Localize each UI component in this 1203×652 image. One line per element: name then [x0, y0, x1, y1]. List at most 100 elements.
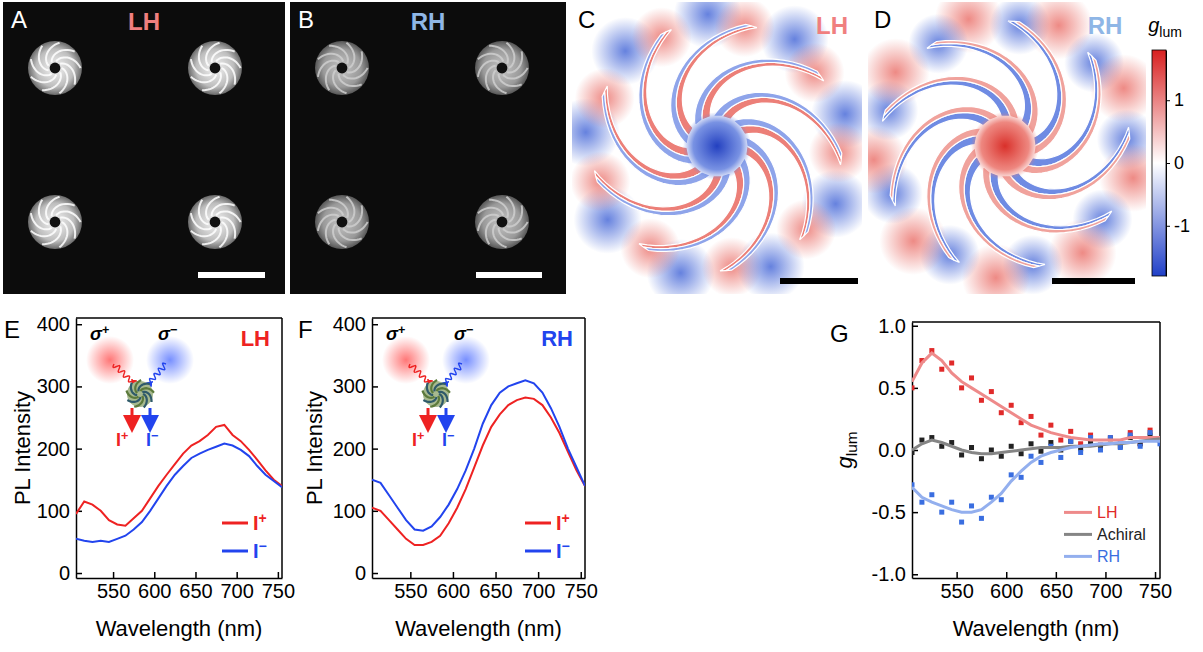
sem-arm: [206, 43, 219, 66]
text-script: lum: [1159, 24, 1182, 40]
map-core: [683, 112, 751, 180]
chart: 550600650700750-1.0-0.50.00.51.0Waveleng…: [830, 315, 1172, 641]
plot-area: [76, 425, 282, 542]
sem-arm: [493, 70, 506, 93]
text-script: −: [259, 538, 267, 554]
x-tick-mark: [113, 572, 115, 578]
y-tick: 300: [333, 375, 378, 397]
sem-disc: [188, 41, 242, 95]
text-script: +: [417, 429, 424, 443]
y-tick-mark: [912, 574, 918, 576]
sem-core: [50, 217, 61, 228]
sem-arm: [318, 54, 343, 62]
data-point: [1029, 441, 1034, 446]
series-line: [76, 444, 282, 542]
inset-structure: [423, 381, 449, 407]
x-axis-title: Wavelength (nm): [395, 616, 562, 641]
inset-structure-arm: [438, 392, 447, 402]
x-tick-mark: [538, 572, 540, 578]
chart-title: LH: [241, 326, 270, 351]
sem-arm: [220, 63, 235, 84]
y-axis-title: PL Intensity: [10, 391, 35, 505]
data-point: [1009, 444, 1014, 449]
y-tick: 100: [333, 500, 378, 522]
frame: [912, 321, 1160, 323]
plot-area: [912, 348, 1160, 524]
panel-letter: C: [578, 6, 595, 33]
data-point: [1118, 445, 1123, 450]
sem-core: [337, 63, 348, 74]
y-tick: 300: [37, 375, 82, 397]
sem-core: [50, 63, 61, 74]
series-points: [912, 348, 1160, 447]
y-tick-label: 0.0: [878, 439, 906, 461]
data-point: [929, 492, 934, 497]
inset-structure: [127, 381, 153, 407]
x-tick: 600: [990, 572, 1023, 602]
panel-title: LH: [128, 8, 160, 35]
sem-arm: [318, 61, 339, 77]
data-point: [999, 454, 1004, 459]
data-point: [1009, 472, 1014, 477]
x-tick-label: 750: [262, 580, 295, 602]
sem-arm: [46, 43, 59, 66]
sem-arm: [347, 51, 362, 72]
y-tick: -0.5: [872, 501, 918, 523]
y-tick-mark: [76, 324, 82, 326]
frame: [1159, 322, 1161, 578]
inset-arrow: [445, 408, 448, 424]
x-axis-line: [913, 578, 1161, 580]
panel-letter: D: [874, 6, 891, 33]
data-point: [1058, 455, 1063, 460]
x-tick-mark: [154, 572, 156, 578]
data-point: [1048, 423, 1053, 428]
x-tick: 650: [479, 572, 512, 602]
image-background: [290, 2, 566, 294]
y-axis-title: glum: [832, 431, 860, 468]
text-main: g: [832, 456, 857, 469]
x-tick-label: 700: [522, 580, 555, 602]
map-core: [971, 112, 1039, 180]
data-point: [1029, 454, 1034, 459]
x-tick-mark: [1155, 572, 1157, 578]
plot-area: [372, 380, 585, 545]
y-tick-label: 100: [333, 500, 366, 522]
inset-photon: [113, 364, 134, 384]
sem-arm: [39, 200, 49, 225]
x-axis-line: [77, 578, 283, 580]
colorbar-ramp: [1152, 50, 1166, 276]
colorbar: 10-1glum: [1148, 14, 1190, 277]
x-tick: 550: [940, 572, 973, 602]
y-tick-mark: [372, 386, 378, 388]
sem-arm: [318, 208, 343, 216]
panel-letter: E: [4, 316, 20, 343]
map: [868, 2, 1146, 294]
y-tick-label: 300: [333, 375, 366, 397]
inset-glow: [146, 336, 194, 384]
y-tick: -1.0: [872, 563, 918, 585]
x-axis-title: Wavelength (nm): [953, 616, 1120, 641]
data-point: [1078, 450, 1083, 455]
data-point: [1058, 438, 1063, 443]
y-tick-label: 400: [37, 313, 70, 335]
x-tick-mark: [236, 572, 238, 578]
x-tick: 550: [97, 572, 130, 602]
sem-arm: [46, 197, 59, 220]
sem-core: [210, 63, 221, 74]
data-point: [979, 456, 984, 461]
sem-structure: [28, 195, 82, 249]
series-points: [912, 430, 1160, 524]
inset-arrow: [131, 408, 134, 424]
y-tick-label: 0.5: [878, 377, 906, 399]
sem-arm: [339, 74, 362, 86]
x-tick-label: 550: [97, 580, 130, 602]
x-tick-mark: [410, 572, 412, 578]
y-tick-mark: [76, 448, 82, 450]
inset-structure-arm: [142, 392, 151, 402]
sem-arm: [489, 46, 508, 64]
y-tick: 0: [355, 562, 378, 584]
data-point: [1038, 449, 1043, 454]
x-tick-label: 700: [1089, 580, 1122, 602]
y-tick-mark: [372, 511, 378, 513]
y-tick: 400: [37, 313, 82, 335]
